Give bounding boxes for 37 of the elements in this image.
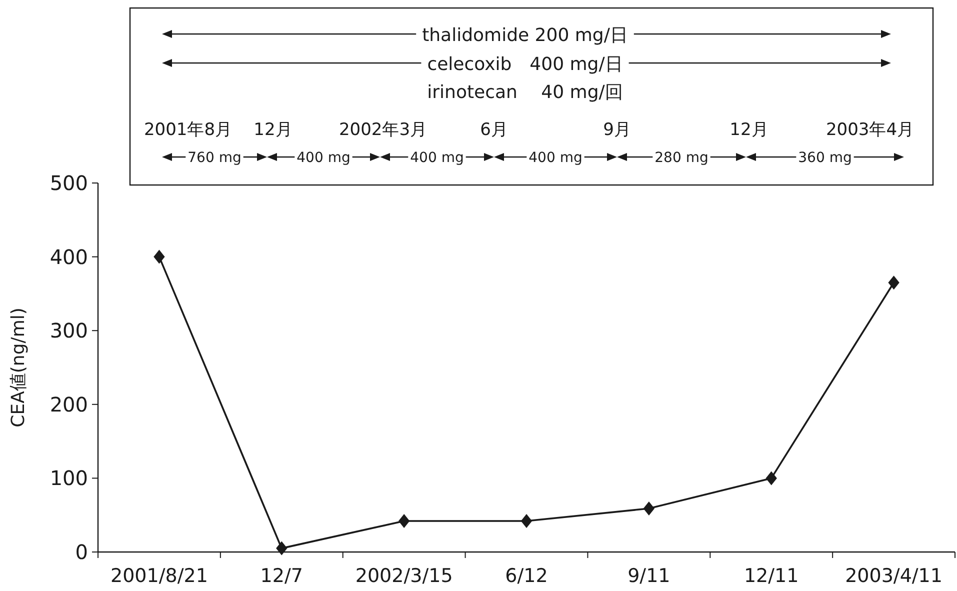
x-tick-label: 9/11 xyxy=(628,565,670,587)
point xyxy=(520,514,532,528)
point xyxy=(154,250,165,264)
point xyxy=(276,541,288,556)
point xyxy=(766,471,777,486)
text: 2002年3月 xyxy=(338,120,428,140)
text: celecoxib 400 mg/日 xyxy=(427,54,623,75)
text: 760 mg xyxy=(188,150,242,166)
text: 360 mg xyxy=(798,150,852,166)
y-tick-label: 400 xyxy=(50,244,88,269)
text: 280 mg xyxy=(654,150,708,166)
y-tick-label: 100 xyxy=(50,466,88,490)
point xyxy=(398,514,410,528)
y-tick-label: 0 xyxy=(75,540,88,564)
x-tick-label: 2001/8/21 xyxy=(110,565,208,587)
y-axis-title: CEA値(ng/ml) xyxy=(8,308,29,428)
y-tick-label: 300 xyxy=(50,318,88,343)
point xyxy=(888,276,900,290)
x-tick-label: 2002/3/15 xyxy=(355,565,453,587)
x-tick-label: 12/11 xyxy=(744,565,799,587)
text: 400 mg xyxy=(296,150,350,166)
text: irinotecan 40 mg/回 xyxy=(427,82,623,103)
text: 2003年4月 xyxy=(826,120,914,140)
text: 6月 xyxy=(480,120,508,140)
x-tick-label: 2003/4/11 xyxy=(845,565,942,587)
text: 12月 xyxy=(254,120,292,140)
x-tick-label: 12/7 xyxy=(260,565,303,587)
y-tick-label: 500 xyxy=(50,171,88,195)
x-tick-label: 6/12 xyxy=(505,565,548,587)
y-tick-label: 200 xyxy=(50,392,88,416)
text: thalidomide 200 mg/日 xyxy=(422,25,628,46)
text: 9月 xyxy=(603,120,631,140)
text: 12月 xyxy=(730,120,768,140)
text: 2001年8月 xyxy=(144,120,232,140)
text: 400 mg xyxy=(528,150,582,166)
text: 400 mg xyxy=(410,150,464,166)
point xyxy=(643,501,655,516)
